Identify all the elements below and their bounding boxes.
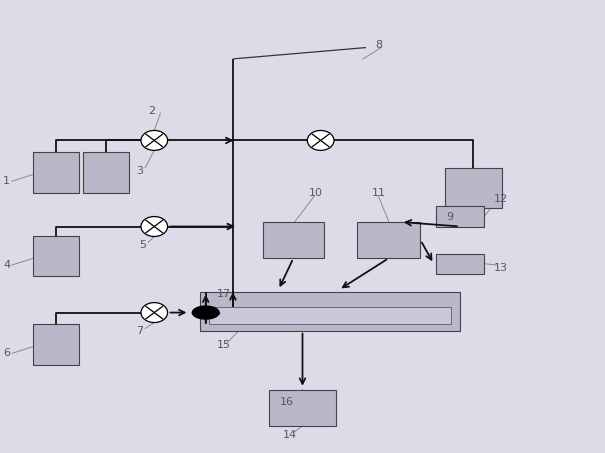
Bar — [357, 222, 420, 258]
Text: 4: 4 — [3, 260, 10, 270]
Polygon shape — [192, 313, 219, 319]
Bar — [33, 236, 79, 276]
Bar — [200, 292, 460, 331]
Text: 10: 10 — [309, 188, 322, 198]
Text: 15: 15 — [217, 340, 231, 350]
Text: 2: 2 — [148, 106, 155, 116]
Bar — [83, 152, 129, 193]
Text: 5: 5 — [139, 240, 146, 250]
Bar — [445, 168, 502, 208]
Circle shape — [141, 130, 168, 150]
Text: 14: 14 — [283, 430, 297, 440]
Text: 17: 17 — [217, 289, 231, 299]
Text: 12: 12 — [494, 194, 508, 204]
Text: 16: 16 — [280, 397, 293, 407]
Bar — [436, 206, 484, 226]
Bar — [263, 222, 324, 258]
Text: 7: 7 — [136, 326, 143, 336]
Circle shape — [307, 130, 334, 150]
Text: 1: 1 — [3, 176, 10, 186]
Bar — [209, 307, 451, 324]
Circle shape — [141, 303, 168, 323]
Polygon shape — [192, 306, 219, 313]
Text: 8: 8 — [375, 40, 382, 50]
Bar — [33, 324, 79, 365]
Text: 3: 3 — [136, 166, 143, 176]
Circle shape — [141, 217, 168, 236]
Bar — [33, 152, 79, 193]
Text: 13: 13 — [494, 263, 508, 273]
Text: 11: 11 — [372, 188, 386, 198]
Bar — [436, 254, 484, 274]
Text: 9: 9 — [446, 212, 454, 222]
Bar — [269, 390, 336, 426]
Text: 6: 6 — [3, 348, 10, 358]
